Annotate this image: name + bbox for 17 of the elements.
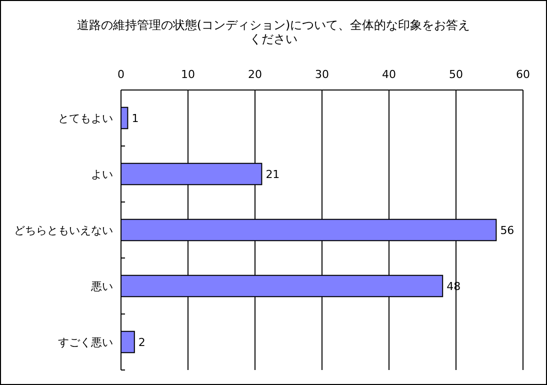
- y-tick-label: 悪い: [90, 280, 113, 293]
- x-tick-label: 40: [382, 68, 396, 81]
- x-tick-label: 50: [449, 68, 463, 81]
- x-tick-label: 60: [516, 68, 530, 81]
- x-tick-label: 20: [248, 68, 262, 81]
- y-tick-label: どちらともいえない: [14, 224, 113, 237]
- x-tick-label: 0: [118, 68, 124, 81]
- y-tick-label: とてもよい: [58, 112, 113, 125]
- x-tick-label: 10: [181, 68, 195, 81]
- title: 道路の維持管理の状態(コンディション)について、全体的な印象をお答えください: [76, 18, 470, 46]
- data-label: 21: [266, 168, 280, 181]
- data-label: 56: [500, 224, 514, 237]
- y-tick-label: すごく悪い: [58, 336, 113, 349]
- y-tick-label: よい: [91, 168, 113, 181]
- x-tick-label: 30: [315, 68, 329, 81]
- data-label: 2: [138, 336, 146, 349]
- data-label: 1: [132, 112, 139, 125]
